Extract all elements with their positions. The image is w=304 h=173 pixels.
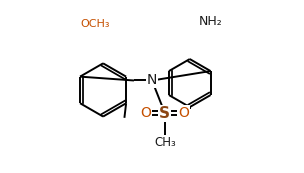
Text: OCH₃: OCH₃ bbox=[80, 19, 109, 29]
Text: O: O bbox=[178, 106, 189, 120]
Text: S: S bbox=[159, 106, 170, 121]
Text: NH₂: NH₂ bbox=[199, 15, 222, 28]
Text: O: O bbox=[140, 106, 151, 120]
Text: CH₃: CH₃ bbox=[154, 136, 176, 149]
Text: N: N bbox=[147, 74, 157, 88]
